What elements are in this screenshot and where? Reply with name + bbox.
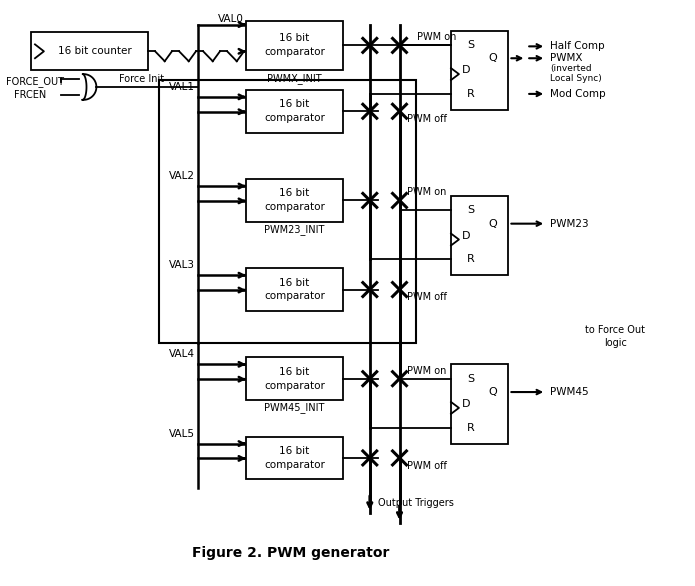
- Bar: [246, 357, 343, 400]
- Text: S: S: [467, 374, 475, 384]
- Text: VAL1: VAL1: [169, 82, 195, 92]
- Text: PWM on: PWM on: [417, 32, 457, 42]
- Text: R: R: [467, 423, 475, 432]
- Text: Local Sync): Local Sync): [550, 74, 602, 83]
- Bar: [451, 30, 509, 110]
- Text: (inverted: (inverted: [550, 64, 591, 73]
- Text: D: D: [461, 230, 470, 240]
- Bar: [246, 179, 343, 222]
- Text: comparator: comparator: [264, 381, 325, 391]
- Text: PWMX_INIT: PWMX_INIT: [267, 73, 322, 84]
- Text: Q: Q: [488, 219, 497, 229]
- Text: Q: Q: [488, 53, 497, 63]
- Text: PWM off: PWM off: [407, 114, 448, 124]
- Bar: [31, 32, 148, 70]
- Bar: [451, 196, 509, 275]
- Text: D: D: [461, 65, 470, 75]
- Text: R: R: [467, 89, 475, 99]
- Text: Figure 2. PWM generator: Figure 2. PWM generator: [192, 546, 389, 560]
- Text: comparator: comparator: [264, 113, 325, 123]
- Text: 16 bit: 16 bit: [279, 367, 310, 377]
- Polygon shape: [83, 74, 97, 100]
- Text: PWM45: PWM45: [550, 387, 589, 397]
- Text: PWM off: PWM off: [407, 292, 448, 302]
- Text: PWM23: PWM23: [550, 219, 589, 229]
- Bar: [246, 437, 343, 479]
- Text: comparator: comparator: [264, 202, 325, 212]
- Text: VAL0: VAL0: [218, 13, 244, 23]
- Text: PWM on: PWM on: [407, 188, 447, 197]
- Text: S: S: [467, 40, 475, 50]
- Text: FRCEN: FRCEN: [14, 90, 47, 100]
- Bar: [451, 364, 509, 444]
- Text: 16 bit: 16 bit: [279, 446, 310, 456]
- Text: to Force Out: to Force Out: [585, 325, 646, 335]
- Text: 16 bit: 16 bit: [279, 33, 310, 43]
- Text: 16 bit: 16 bit: [279, 189, 310, 199]
- Text: comparator: comparator: [264, 460, 325, 470]
- Text: S: S: [467, 205, 475, 215]
- Text: VAL2: VAL2: [169, 171, 195, 181]
- Text: comparator: comparator: [264, 47, 325, 57]
- Text: PWM23_INIT: PWM23_INIT: [264, 224, 325, 235]
- Text: comparator: comparator: [264, 291, 325, 301]
- Text: logic: logic: [604, 338, 627, 347]
- Text: Output Triggers: Output Triggers: [377, 498, 454, 508]
- Bar: [246, 21, 343, 70]
- Text: VAL3: VAL3: [169, 260, 195, 270]
- Text: PWM off: PWM off: [407, 461, 448, 471]
- Text: D: D: [461, 399, 470, 409]
- Text: 16 bit: 16 bit: [279, 99, 310, 110]
- Text: Mod Comp: Mod Comp: [550, 89, 605, 99]
- Text: 16 bit: 16 bit: [279, 278, 310, 288]
- Text: Half Comp: Half Comp: [550, 42, 605, 52]
- Text: R: R: [467, 254, 475, 264]
- Text: PWM on: PWM on: [407, 366, 447, 376]
- Text: Force Init: Force Init: [120, 74, 165, 84]
- Text: PWMX: PWMX: [550, 53, 582, 63]
- Text: 16 bit counter: 16 bit counter: [58, 46, 131, 56]
- Text: Q: Q: [488, 387, 497, 397]
- Text: VAL5: VAL5: [169, 428, 195, 439]
- Text: VAL4: VAL4: [169, 349, 195, 359]
- Bar: [246, 90, 343, 132]
- Text: FORCE_OUT: FORCE_OUT: [6, 77, 64, 87]
- Bar: [158, 80, 416, 343]
- Bar: [246, 268, 343, 311]
- Text: PWM45_INIT: PWM45_INIT: [264, 403, 325, 413]
